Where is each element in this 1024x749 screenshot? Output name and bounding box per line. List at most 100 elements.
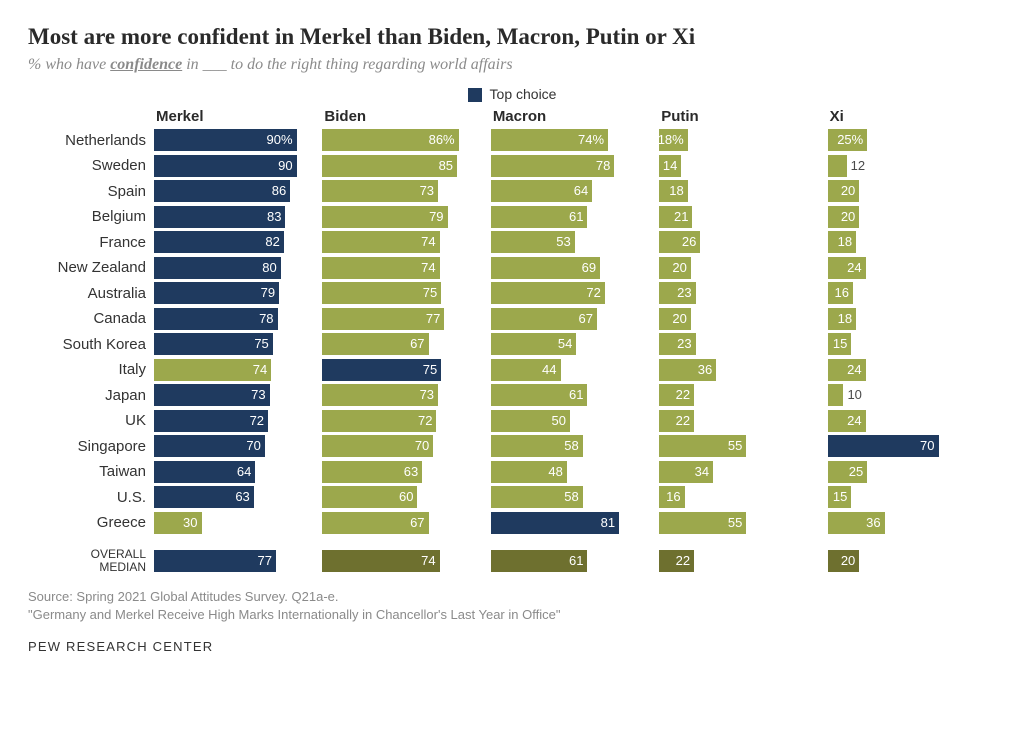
legend-label: Top choice [490, 86, 557, 102]
row-label: Australia [28, 285, 154, 302]
bar-cell: 20 [828, 206, 996, 228]
bar-value: 67 [410, 333, 424, 355]
bar-wrap: 18% [659, 129, 817, 151]
bar-wrap: 80 [154, 257, 312, 279]
bar: 75 [322, 359, 441, 381]
bar-value: 72 [586, 282, 600, 304]
bar-cell: 16 [828, 282, 996, 304]
bar: 36 [828, 512, 885, 534]
bar-value: 83 [267, 206, 281, 228]
bar-value: 79 [261, 282, 275, 304]
bar: 20 [659, 308, 691, 330]
bar-cell: 24 [828, 257, 996, 279]
country-row: Sweden9085781412 [28, 155, 996, 177]
bar-cell: 67 [491, 308, 659, 330]
bar-wrap: 20 [659, 257, 817, 279]
bar-cell: 90% [154, 129, 322, 151]
bar: 70 [322, 435, 433, 457]
bar-value: 36 [866, 512, 880, 534]
bar-value: 20 [841, 180, 855, 202]
bar-wrap: 16 [659, 486, 817, 508]
bar: 34 [659, 461, 713, 483]
bar-cell: 25% [828, 129, 996, 151]
bar-wrap: 36 [828, 512, 986, 534]
bar-wrap: 70 [154, 435, 312, 457]
bar-wrap: 14 [659, 155, 817, 177]
bar-wrap: 72 [491, 282, 649, 304]
bar-cell: 78 [154, 308, 322, 330]
bar-wrap: 85 [322, 155, 480, 177]
bar-cell: 23 [659, 282, 827, 304]
bar-wrap: 30 [154, 512, 312, 534]
bar: 86% [322, 129, 458, 151]
bar-value: 21 [674, 206, 688, 228]
median-row: OVERALLMEDIAN7774612220 [28, 548, 996, 574]
bar-wrap: 61 [491, 550, 649, 572]
bar-cell: 58 [491, 435, 659, 457]
bar: 22 [659, 410, 694, 432]
bar-cell: 18 [659, 180, 827, 202]
bar-cell: 72 [491, 282, 659, 304]
bar-wrap: 48 [491, 461, 649, 483]
bar-wrap: 24 [828, 359, 986, 381]
bar-cell: 82 [154, 231, 322, 253]
row-label: Japan [28, 387, 154, 404]
bar-value: 12 [847, 155, 865, 177]
bar-value: 61 [569, 550, 583, 572]
bar-value: 20 [841, 550, 855, 572]
bar-value: 67 [578, 308, 592, 330]
bar: 26 [659, 231, 700, 253]
bar-wrap: 77 [322, 308, 480, 330]
bar-wrap: 72 [322, 410, 480, 432]
bar-value: 74 [421, 550, 435, 572]
country-row: UK7272502224 [28, 410, 996, 432]
bar: 23 [659, 333, 695, 355]
bar-cell: 70 [828, 435, 996, 457]
bar: 16 [659, 486, 684, 508]
bar [828, 384, 844, 406]
bar-cell: 61 [491, 384, 659, 406]
bar-wrap: 24 [828, 257, 986, 279]
bar: 72 [491, 282, 605, 304]
bar-value: 58 [564, 435, 578, 457]
bar-cell: 74 [154, 359, 322, 381]
bar-cell: 64 [491, 180, 659, 202]
bar: 90% [154, 129, 297, 151]
bar-wrap: 18 [828, 231, 986, 253]
bar-wrap: 69 [491, 257, 649, 279]
chart-area: MerkelBidenMacronPutinXi Netherlands90%8… [28, 108, 996, 574]
country-row: Japan7373612210 [28, 384, 996, 406]
bar-wrap: 82 [154, 231, 312, 253]
bar: 23 [659, 282, 695, 304]
bar-cell: 55 [659, 512, 827, 534]
bar-value: 44 [542, 359, 556, 381]
bar-value: 53 [556, 231, 570, 253]
bar-cell: 81 [491, 512, 659, 534]
col-header-merkel: Merkel [154, 108, 322, 125]
bar: 74 [322, 257, 439, 279]
bar-cell: 61 [491, 206, 659, 228]
bar-value: 72 [418, 410, 432, 432]
bar: 74 [154, 359, 271, 381]
bar: 61 [491, 384, 588, 406]
bar-wrap: 15 [828, 333, 986, 355]
bar: 73 [322, 384, 438, 406]
bar-wrap: 61 [491, 384, 649, 406]
bar: 44 [491, 359, 561, 381]
bar-cell: 48 [491, 461, 659, 483]
country-row: Greece3067815536 [28, 512, 996, 534]
bar-wrap: 64 [154, 461, 312, 483]
bar-wrap: 79 [154, 282, 312, 304]
subtitle-suffix: in ___ to do the right thing regarding w… [182, 56, 512, 73]
row-label: New Zealand [28, 259, 154, 276]
bar-wrap: 55 [659, 435, 817, 457]
bar-value: 81 [601, 512, 615, 534]
bar: 58 [491, 486, 583, 508]
country-row: Australia7975722316 [28, 282, 996, 304]
bar: 82 [154, 231, 284, 253]
bar-value: 90% [267, 129, 293, 151]
bar-cell: 63 [322, 461, 490, 483]
bar-wrap: 12 [828, 155, 986, 177]
bar-wrap: 86% [322, 129, 480, 151]
row-label: Singapore [28, 438, 154, 455]
